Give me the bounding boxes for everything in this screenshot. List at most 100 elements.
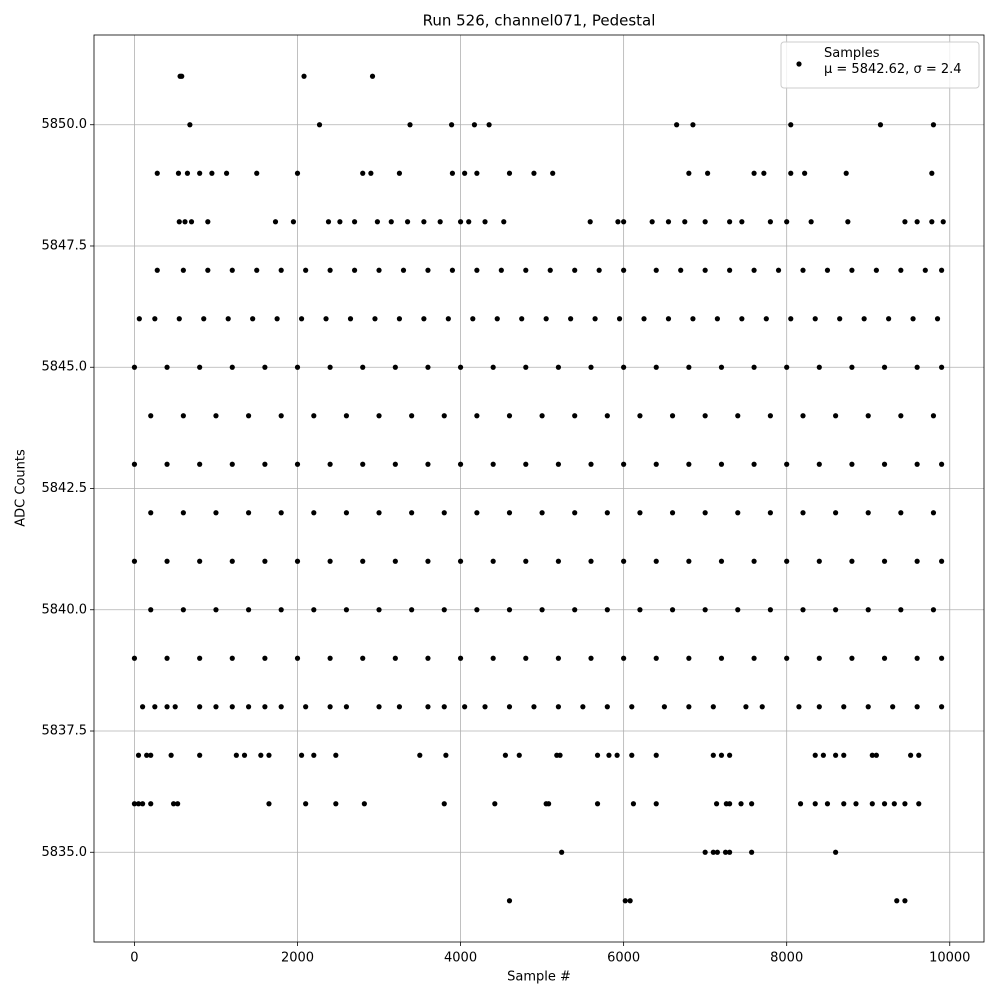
data-point [168, 752, 174, 758]
data-point [154, 170, 160, 176]
data-point [800, 510, 806, 516]
data-point [343, 510, 350, 516]
data-point [351, 267, 358, 273]
data-point [820, 752, 826, 758]
legend [780, 41, 980, 89]
data-point [788, 170, 794, 176]
data-point [629, 752, 635, 758]
data-point [449, 170, 456, 176]
data-point [213, 510, 219, 516]
data-point [614, 752, 620, 758]
data-point [616, 316, 623, 322]
data-point [213, 607, 219, 613]
data-point [735, 510, 741, 516]
data-point [686, 461, 692, 467]
data-point [360, 558, 366, 564]
data-point [148, 801, 154, 807]
data-point [557, 752, 563, 758]
data-point [474, 607, 480, 613]
data-point [914, 704, 920, 710]
data-point [441, 607, 447, 613]
data-point [816, 655, 822, 661]
data-point [629, 704, 635, 710]
data-point [873, 752, 879, 758]
data-point [254, 170, 260, 176]
data-point [179, 73, 185, 79]
data-point [749, 801, 755, 807]
data-point [164, 558, 170, 564]
data-point [622, 898, 628, 904]
data-point [131, 558, 138, 564]
data-point [833, 752, 839, 758]
data-point [471, 122, 478, 128]
y-tick-label: 5842.5 [42, 481, 88, 496]
legend-marker [796, 61, 802, 67]
data-point [457, 655, 464, 661]
data-point [213, 704, 219, 710]
data-point [392, 364, 398, 370]
data-point [743, 704, 749, 710]
data-point [718, 461, 725, 467]
data-point [606, 752, 612, 758]
data-point [775, 267, 782, 273]
data-point [325, 219, 332, 225]
data-point [751, 461, 757, 467]
data-point [262, 461, 268, 467]
data-point [751, 170, 757, 176]
data-point [727, 752, 733, 758]
data-point [506, 413, 513, 419]
data-point [531, 704, 537, 710]
data-point [164, 364, 170, 370]
data-point [135, 752, 142, 758]
y-axis-label: ADC Counts [14, 449, 29, 527]
data-point [197, 170, 203, 176]
data-point [702, 219, 708, 225]
data-point [303, 801, 309, 807]
data-point [939, 267, 945, 273]
x-tick-label: 2000 [281, 951, 314, 966]
data-point [637, 607, 643, 613]
data-point [290, 219, 297, 225]
data-point [298, 752, 305, 758]
data-point [722, 849, 729, 855]
data-point [833, 607, 839, 613]
data-point [262, 704, 268, 710]
data-point [180, 510, 186, 516]
data-point [294, 364, 301, 370]
data-point [272, 219, 279, 225]
data-point [136, 316, 142, 322]
data-point [865, 704, 871, 710]
data-point [311, 413, 317, 419]
data-point [327, 655, 333, 661]
data-point [197, 655, 203, 661]
data-point [229, 461, 235, 467]
data-point [506, 170, 513, 176]
data-point [604, 413, 610, 419]
data-point [492, 801, 498, 807]
data-point [543, 316, 549, 322]
data-point [841, 801, 847, 807]
data-point [176, 219, 182, 225]
data-point [718, 558, 725, 564]
data-point [396, 316, 403, 322]
data-point [396, 704, 403, 710]
data-point [213, 413, 219, 419]
data-point [201, 316, 207, 322]
data-point [316, 122, 323, 128]
data-point [555, 655, 562, 661]
data-point [278, 413, 284, 419]
data-point [727, 267, 733, 273]
data-point [278, 267, 284, 273]
data-point [197, 704, 203, 710]
data-point [245, 704, 252, 710]
data-point [209, 170, 215, 176]
grid [94, 35, 984, 942]
data-point [572, 413, 578, 419]
data-point [873, 267, 879, 273]
data-point [205, 267, 211, 273]
data-point [898, 413, 904, 419]
data-point [294, 655, 301, 661]
data-point [506, 607, 513, 613]
data-point [303, 267, 309, 273]
data-point [621, 219, 627, 225]
